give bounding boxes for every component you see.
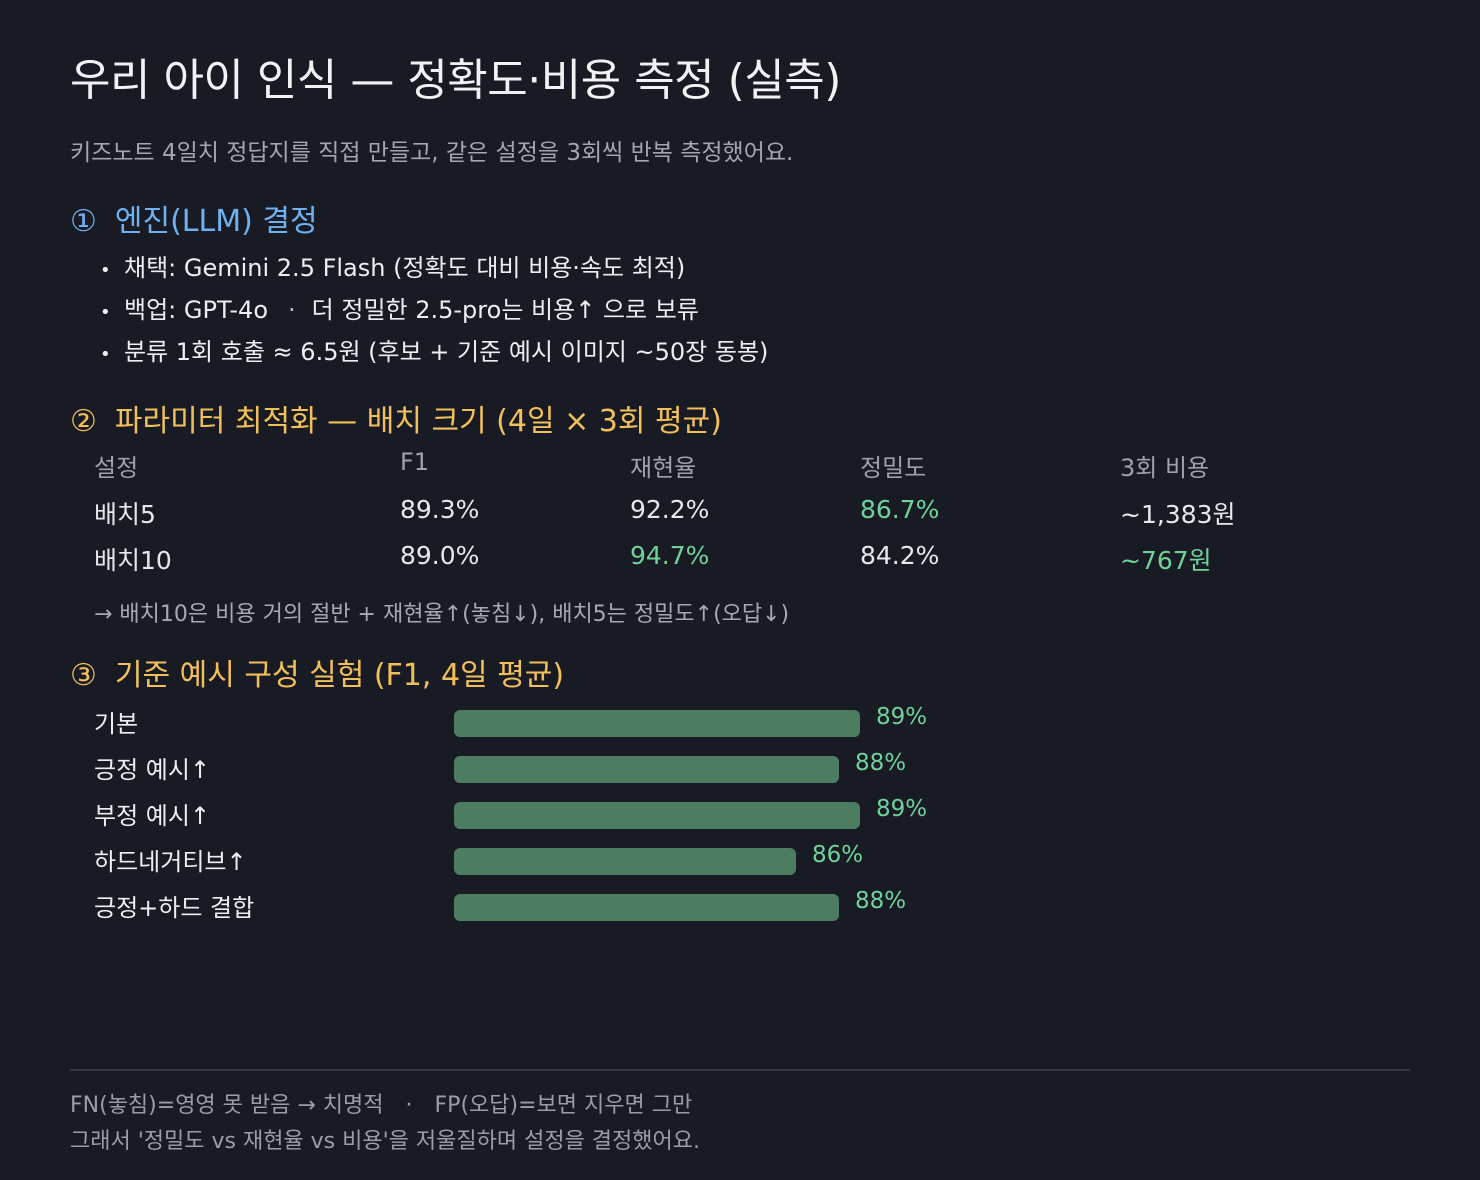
bar-value-label: 86%	[812, 842, 864, 868]
table-cell: 배치10	[94, 546, 172, 575]
bar-category-label: 긍정 예시↑	[94, 756, 211, 784]
separator: ·	[405, 1093, 413, 1118]
section-title: 엔진(LLM) 결정	[114, 204, 318, 239]
table-cell: 89.3%	[400, 495, 480, 524]
table-cell: 84.2%	[860, 541, 940, 570]
section-number: ③	[70, 658, 97, 693]
bullet-mark: •	[100, 344, 111, 365]
table-cell: 89.0%	[400, 541, 480, 570]
column-header: 정밀도	[860, 454, 927, 482]
bar-row: 긍정+하드 결합 88%	[0, 884, 1480, 924]
bar-value-label: 89%	[876, 796, 928, 822]
bar-value-label: 89%	[876, 704, 928, 730]
bullet-text: 분류 1회 호출 ≈ 6.5원 (후보 + 기준 예시 이미지 ~50장 동봉)	[124, 338, 769, 366]
separator: ·	[288, 296, 296, 324]
bullet-mark: •	[100, 260, 111, 281]
bar-value-label: 88%	[855, 750, 907, 776]
bar	[454, 848, 796, 875]
divider	[70, 1069, 1410, 1071]
column-header: 설정	[94, 454, 139, 482]
list-item: • 분류 1회 호출 ≈ 6.5원 (후보 + 기준 예시 이미지 ~50장 동봉…	[100, 334, 768, 376]
table-header-row: 설정 F1 재현율 정밀도 3회 비용	[0, 448, 1480, 488]
bullet-text: 채택: Gemini 2.5 Flash (정확도 대비 비용·속도 최적)	[124, 254, 686, 282]
footer-line: 그래서 '정밀도 vs 재현율 vs 비용'을 저울질하며 설정을 결정했어요.	[70, 1129, 700, 1154]
table-cell: 배치5	[94, 500, 156, 529]
column-header: 3회 비용	[1120, 454, 1210, 482]
bullet-mark: •	[100, 302, 111, 323]
bar	[454, 710, 860, 737]
footer-text: FP(오답)=보면 지우면 그만	[434, 1093, 693, 1118]
page-title: 우리 아이 인식 — 정확도·비용 측정 (실측)	[70, 55, 841, 106]
table-cell: 86.7%	[860, 495, 940, 524]
footer-text: FN(놓침)=영영 못 받음 → 치명적	[70, 1093, 384, 1118]
bar-category-label: 긍정+하드 결합	[94, 894, 255, 922]
table-cell: 94.7%	[630, 541, 710, 570]
section-example-heading: ③ 기준 예시 구성 실험 (F1, 4일 평균)	[70, 650, 564, 694]
bar-category-label: 하드네거티브↑	[94, 848, 247, 876]
bullet-text: 더 정밀한 2.5-pro는 비용↑ 으로 보류	[311, 296, 699, 324]
table-row: 배치10 89.0% 94.7% 84.2% ~767원	[0, 541, 1480, 581]
section-title: 파라미터 최적화 — 배치 크기 (4일 × 3회 평균)	[114, 404, 722, 439]
column-header: F1	[400, 448, 430, 476]
list-item: • 채택: Gemini 2.5 Flash (정확도 대비 비용·속도 최적)	[100, 250, 768, 292]
page-subtitle: 키즈노트 4일치 정답지를 직접 만들고, 같은 설정을 3회씩 반복 측정했어…	[70, 140, 794, 166]
engine-bullet-list: • 채택: Gemini 2.5 Flash (정확도 대비 비용·속도 최적) …	[100, 250, 768, 376]
bar-category-label: 기본	[94, 710, 139, 738]
bar	[454, 756, 839, 783]
batch-note: → 배치10은 비용 거의 절반 + 재현율↑(놓침↓), 배치5는 정밀도↑(…	[94, 602, 790, 627]
list-item: • 백업: GPT-4o · 더 정밀한 2.5-pro는 비용↑ 으로 보류	[100, 292, 768, 334]
f1-bar-chart: 기본 89% 긍정 예시↑ 88% 부정 예시↑ 89% 하드네거티브↑ 86% 긍정+하드 결…	[0, 700, 1480, 940]
section-engine-heading: ① 엔진(LLM) 결정	[70, 196, 318, 240]
table-cell: ~1,383원	[1120, 500, 1236, 529]
bar-row: 하드네거티브↑ 86%	[0, 838, 1480, 878]
bar-row: 기본 89%	[0, 700, 1480, 740]
footer-line: FN(놓침)=영영 못 받음 → 치명적 · FP(오답)=보면 지우면 그만	[70, 1087, 692, 1119]
bar	[454, 802, 860, 829]
table-cell: 92.2%	[630, 495, 710, 524]
section-number: ①	[70, 204, 97, 239]
bar-row: 부정 예시↑ 89%	[0, 792, 1480, 832]
table-cell: ~767원	[1120, 546, 1212, 575]
bar-value-label: 88%	[855, 888, 907, 914]
section-title: 기준 예시 구성 실험 (F1, 4일 평균)	[114, 658, 565, 693]
table-row: 배치5 89.3% 92.2% 86.7% ~1,383원	[0, 495, 1480, 535]
column-header: 재현율	[630, 454, 697, 482]
section-param-heading: ② 파라미터 최적화 — 배치 크기 (4일 × 3회 평균)	[70, 396, 722, 440]
bullet-text: 백업: GPT-4o	[124, 296, 269, 324]
bar	[454, 894, 839, 921]
bar-category-label: 부정 예시↑	[94, 802, 211, 830]
bar-row: 긍정 예시↑ 88%	[0, 746, 1480, 786]
section-number: ②	[70, 404, 97, 439]
